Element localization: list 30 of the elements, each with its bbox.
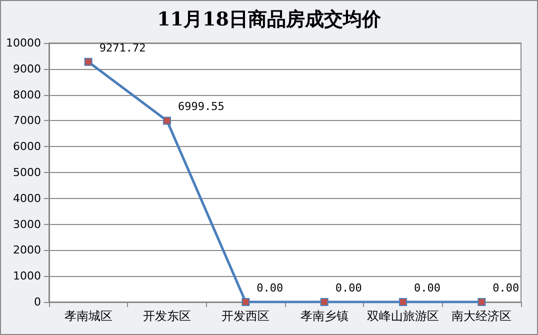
point [478,298,486,306]
x-tick-label: 双峰山旅游区 [367,309,439,323]
point [320,298,328,306]
point [399,298,407,306]
x-tick-label: 孝南城区 [64,309,112,323]
point [163,116,171,125]
y-tick-label: 5000 [13,166,41,179]
y-tick-label: 7000 [13,114,41,128]
data-label: 0.00 [492,282,520,294]
data-label: 0.00 [414,282,440,294]
point [84,58,92,66]
x-tick-label: 南大经济区 [452,309,512,323]
y-tick-label: 9000 [13,62,41,76]
data-label: 6999.55 [178,100,224,114]
y-tick-label: 10000 [6,36,41,50]
y-tick-label: 8000 [13,88,41,102]
data-label: 0.00 [256,282,284,294]
y-tick-label: 6000 [13,140,41,154]
x-tick-label: 开发东区 [143,309,191,323]
data-label: 0.00 [335,282,362,294]
point [242,298,250,306]
x-tick-label: 孝南乡镇 [300,309,348,323]
chart-title: 11月18日商品房成交均价 [157,8,382,30]
data-label: 9271.72 [99,41,146,54]
y-tick-label: 4000 [13,192,41,205]
y-tick-label: 3000 [13,218,41,231]
x-tick-label: 开发西区 [222,309,270,323]
y-tick-label: 0 [34,296,41,308]
y-tick-label: 2000 [13,244,41,257]
y-tick-label: 1000 [13,270,41,283]
